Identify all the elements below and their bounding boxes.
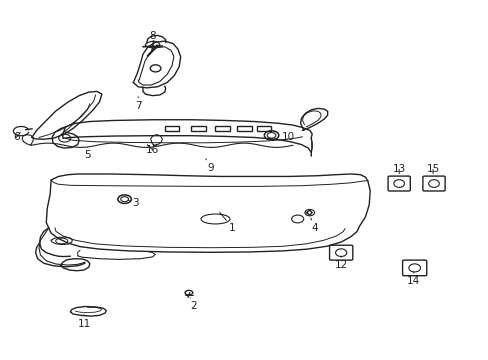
- Text: 15: 15: [426, 165, 439, 174]
- Bar: [256, 126, 270, 131]
- Bar: [191, 126, 205, 131]
- Text: 4: 4: [310, 218, 317, 233]
- Bar: [237, 126, 251, 131]
- Text: 2: 2: [190, 298, 197, 311]
- Text: 12: 12: [334, 256, 347, 270]
- Text: 13: 13: [392, 165, 405, 174]
- Text: 11: 11: [77, 315, 90, 329]
- Text: 6: 6: [13, 132, 20, 143]
- Text: 16: 16: [146, 145, 159, 155]
- Text: 7: 7: [135, 97, 141, 111]
- Text: 14: 14: [406, 272, 420, 286]
- Text: 10: 10: [278, 132, 294, 143]
- Text: 3: 3: [128, 198, 139, 208]
- Bar: [164, 126, 179, 131]
- Text: 9: 9: [205, 159, 214, 172]
- Text: 5: 5: [84, 147, 90, 160]
- Text: 8: 8: [149, 31, 156, 45]
- Text: 1: 1: [219, 212, 235, 233]
- Bar: [215, 126, 229, 131]
